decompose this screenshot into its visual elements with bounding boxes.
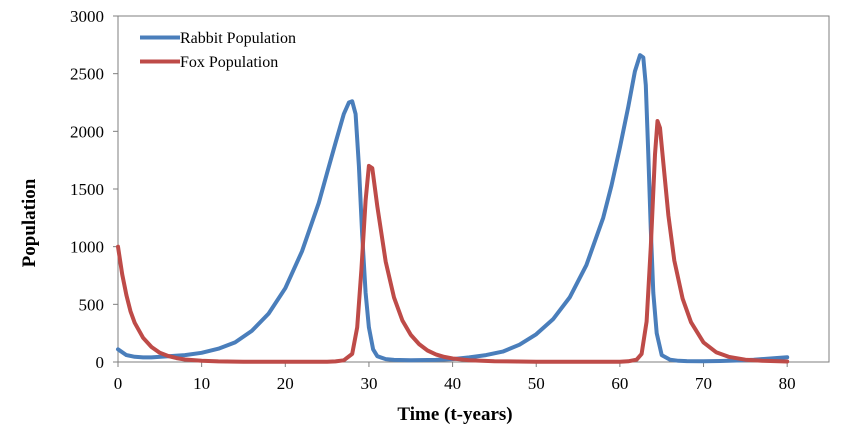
x-tick-label: 50 bbox=[528, 374, 545, 393]
y-axis-ticks: 0 500 1000 1500 2000 2500 3000 bbox=[70, 7, 118, 372]
y-tick-label: 1000 bbox=[70, 238, 104, 257]
legend: Rabbit Population Fox Population bbox=[140, 30, 296, 71]
x-tick-label: 70 bbox=[695, 374, 712, 393]
y-tick-label: 500 bbox=[79, 295, 105, 314]
y-tick-label: 2000 bbox=[70, 122, 104, 141]
x-tick-label: 30 bbox=[360, 374, 377, 393]
x-tick-label: 0 bbox=[114, 374, 123, 393]
legend-label-fox: Fox Population bbox=[180, 54, 278, 71]
series-line-rabbit bbox=[116, 53, 790, 364]
legend-label-rabbit: Rabbit Population bbox=[180, 30, 296, 47]
y-tick-label: 1500 bbox=[70, 180, 104, 199]
y-tick-label: 3000 bbox=[70, 7, 104, 26]
x-axis-ticks: 0 10 20 30 40 50 60 70 80 bbox=[114, 362, 796, 393]
x-tick-label: 10 bbox=[193, 374, 210, 393]
x-axis-title: Time (t-years) bbox=[397, 404, 512, 425]
y-axis-title: Population bbox=[19, 178, 40, 267]
series-line-fox bbox=[116, 119, 790, 364]
y-tick-label: 0 bbox=[96, 353, 105, 372]
series-layer bbox=[116, 53, 790, 364]
x-tick-label: 60 bbox=[611, 374, 628, 393]
x-tick-label: 20 bbox=[277, 374, 294, 393]
x-tick-label: 80 bbox=[779, 374, 796, 393]
x-tick-label: 40 bbox=[444, 374, 461, 393]
y-tick-label: 2500 bbox=[70, 65, 104, 84]
